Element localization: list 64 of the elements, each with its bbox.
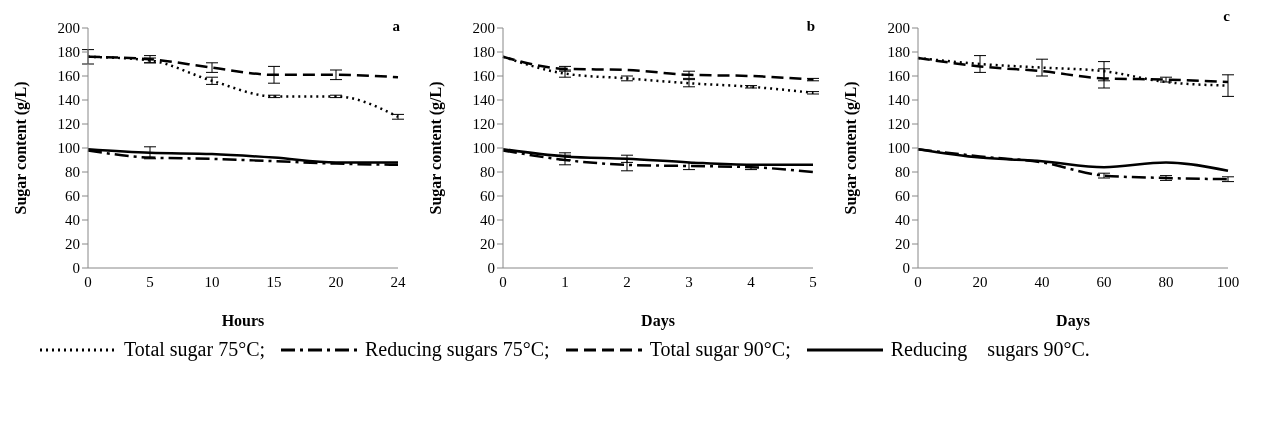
y-tick-label: 180 — [57, 44, 80, 61]
y-tick-label: 120 — [57, 116, 80, 133]
y-tick-label: 80 — [895, 164, 910, 181]
x-tick-label: 1 — [561, 273, 569, 290]
y-tick-label: 120 — [472, 116, 495, 133]
y-tick-label: 0 — [487, 260, 495, 277]
chart-title: b — [806, 18, 815, 35]
x-axis-title: Days — [641, 312, 675, 330]
x-tick-label: 60 — [1096, 273, 1112, 290]
y-tick-label: 180 — [887, 44, 910, 61]
x-tick-label: 5 — [809, 273, 817, 290]
x-tick-label: 15 — [266, 273, 282, 290]
x-tick-label: 0 — [499, 273, 507, 290]
y-tick-label: 60 — [480, 188, 495, 205]
y-tick-label: 140 — [57, 92, 80, 109]
y-tick-label: 60 — [895, 188, 910, 205]
x-axis-title: Hours — [221, 312, 265, 329]
legend-label: Total sugar 90°C; — [649, 338, 791, 361]
x-tick-label: 5 — [146, 273, 154, 290]
y-tick-label: 120 — [887, 116, 910, 133]
x-tick-label: 3 — [685, 273, 693, 290]
x-tick-label: 24 — [390, 273, 406, 290]
x-tick-label: 20 — [328, 273, 344, 290]
y-tick-label: 100 — [472, 140, 495, 157]
y-tick-label: 200 — [887, 20, 910, 37]
y-tick-label: 0 — [902, 260, 910, 277]
y-tick-label: 80 — [65, 164, 80, 181]
y-tick-label: 160 — [472, 68, 495, 85]
legend-label: Reducing sugars 75°C; — [365, 338, 550, 361]
x-tick-label: 2 — [623, 273, 631, 290]
x-tick-label: 20 — [972, 273, 988, 290]
legend-label: Reducing sugars 90°C. — [890, 338, 1090, 361]
y-axis-title: Sugar content (g/L) — [11, 81, 30, 215]
legend-label: Total sugar 75°C; — [124, 338, 266, 361]
x-axis-title: Days — [1056, 312, 1090, 330]
y-axis-title: Sugar content (g/L) — [426, 81, 445, 215]
chart-title: c — [1223, 8, 1230, 25]
y-tick-label: 180 — [472, 44, 495, 61]
y-tick-label: 40 — [480, 212, 495, 229]
chart-title: a — [392, 18, 400, 35]
y-tick-label: 40 — [895, 212, 910, 229]
y-tick-label: 20 — [65, 236, 80, 253]
y-tick-label: 200 — [57, 20, 80, 37]
y-tick-label: 160 — [887, 68, 910, 85]
x-tick-label: 100 — [1216, 273, 1240, 290]
x-tick-label: 0 — [84, 273, 92, 290]
y-tick-label: 20 — [895, 236, 910, 253]
y-tick-label: 60 — [65, 188, 80, 205]
y-tick-label: 20 — [480, 236, 495, 253]
x-tick-label: 4 — [747, 273, 756, 290]
y-tick-label: 200 — [472, 20, 495, 37]
y-tick-label: 80 — [480, 164, 495, 181]
y-tick-label: 40 — [65, 212, 80, 229]
x-tick-label: 80 — [1158, 273, 1174, 290]
y-tick-label: 160 — [57, 68, 80, 85]
x-tick-label: 0 — [914, 273, 922, 290]
y-tick-label: 0 — [72, 260, 80, 277]
y-tick-label: 100 — [887, 140, 910, 157]
x-tick-label: 10 — [204, 273, 220, 290]
y-tick-label: 100 — [57, 140, 80, 157]
y-axis-title: Sugar content (g/L) — [841, 81, 860, 215]
y-tick-label: 140 — [472, 92, 495, 109]
y-tick-label: 140 — [887, 92, 910, 109]
x-tick-label: 40 — [1034, 273, 1050, 290]
